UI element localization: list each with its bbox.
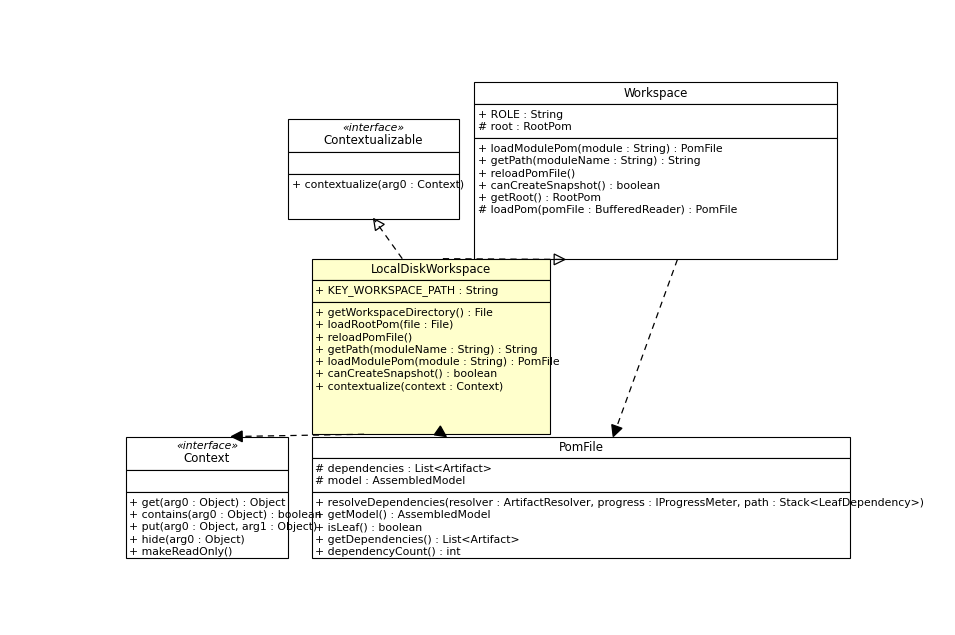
Text: + getModel() : AssembledModel: + getModel() : AssembledModel <box>315 510 491 520</box>
Text: + getPath(moduleName : String) : String: + getPath(moduleName : String) : String <box>478 156 701 166</box>
Text: Contextualizable: Contextualizable <box>324 134 423 147</box>
Bar <box>125 436 288 471</box>
Bar <box>288 119 458 152</box>
Bar <box>311 280 550 302</box>
Text: + getDependencies() : List<Artifact>: + getDependencies() : List<Artifact> <box>315 535 520 545</box>
Text: «interface»: «interface» <box>176 441 238 451</box>
Bar <box>288 152 458 174</box>
Text: + get(arg0 : Object) : Object: + get(arg0 : Object) : Object <box>130 498 286 508</box>
Polygon shape <box>612 425 622 436</box>
Text: + loadModulePom(module : String) : PomFile: + loadModulePom(module : String) : PomFi… <box>315 357 560 367</box>
Text: + makeReadOnly(): + makeReadOnly() <box>130 547 233 557</box>
Text: Workspace: Workspace <box>624 86 688 100</box>
Text: + getPath(moduleName : String) : String: + getPath(moduleName : String) : String <box>315 345 538 354</box>
Text: + loadModulePom(module : String) : PomFile: + loadModulePom(module : String) : PomFi… <box>478 144 723 154</box>
Bar <box>311 302 550 434</box>
Text: + reloadPomFile(): + reloadPomFile() <box>478 168 576 178</box>
Text: # dependencies : List<Artifact>: # dependencies : List<Artifact> <box>315 464 493 474</box>
Text: + KEY_WORKSPACE_PATH : String: + KEY_WORKSPACE_PATH : String <box>315 286 499 297</box>
Polygon shape <box>231 431 243 442</box>
Text: + canCreateSnapshot() : boolean: + canCreateSnapshot() : boolean <box>315 369 498 379</box>
Text: LocalDiskWorkspace: LocalDiskWorkspace <box>371 263 491 276</box>
Text: + contextualize(context : Context): + contextualize(context : Context) <box>315 382 503 392</box>
Text: + contains(arg0 : Object) : boolean: + contains(arg0 : Object) : boolean <box>130 510 322 520</box>
Text: + resolveDependencies(resolver : ArtifactResolver, progress : IProgressMeter, pa: + resolveDependencies(resolver : Artifac… <box>315 498 924 508</box>
Text: + ROLE : String: + ROLE : String <box>478 110 563 120</box>
Text: + contextualize(arg0 : Context): + contextualize(arg0 : Context) <box>292 180 464 190</box>
Bar <box>288 174 458 218</box>
Bar <box>125 471 288 492</box>
Text: + canCreateSnapshot() : boolean: + canCreateSnapshot() : boolean <box>478 180 660 190</box>
Text: + getWorkspaceDirectory() : File: + getWorkspaceDirectory() : File <box>315 307 494 318</box>
Text: + dependencyCount() : int: + dependencyCount() : int <box>315 547 461 557</box>
Text: # model : AssembledModel: # model : AssembledModel <box>315 476 466 486</box>
Text: PomFile: PomFile <box>559 441 604 454</box>
Text: «interface»: «interface» <box>343 123 405 133</box>
Text: + getRoot() : RootPom: + getRoot() : RootPom <box>478 193 602 203</box>
Bar <box>475 138 837 260</box>
Text: + hide(arg0 : Object): + hide(arg0 : Object) <box>130 535 245 545</box>
Polygon shape <box>435 426 446 436</box>
Bar <box>311 492 850 558</box>
Text: + put(arg0 : Object, arg1 : Object): + put(arg0 : Object, arg1 : Object) <box>130 523 318 532</box>
Text: + isLeaf() : boolean: + isLeaf() : boolean <box>315 523 422 532</box>
Bar <box>475 83 837 104</box>
Text: + reloadPomFile(): + reloadPomFile() <box>315 332 413 342</box>
Bar <box>311 458 850 492</box>
Text: # root : RootPom: # root : RootPom <box>478 122 572 132</box>
Bar <box>311 436 850 458</box>
Text: # loadPom(pomFile : BufferedReader) : PomFile: # loadPom(pomFile : BufferedReader) : Po… <box>478 205 737 215</box>
Text: + loadRootPom(file : File): + loadRootPom(file : File) <box>315 320 454 330</box>
Bar <box>311 258 550 280</box>
Text: Context: Context <box>183 452 230 465</box>
Bar <box>475 104 837 138</box>
Bar <box>125 492 288 558</box>
